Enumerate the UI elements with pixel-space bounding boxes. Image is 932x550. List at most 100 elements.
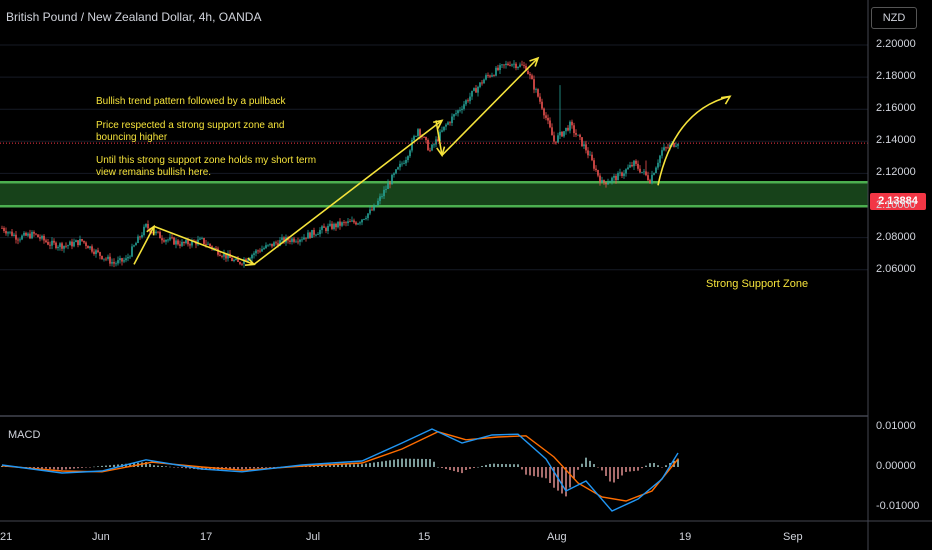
macd-histogram-bar [333,464,335,467]
candle-body [259,250,261,252]
candle-body [329,223,331,226]
candle-body [243,259,245,264]
candle-body [431,144,433,151]
candle-body [659,155,661,163]
candle-body [317,234,319,235]
candle-body [561,131,563,137]
candle-body [463,104,465,109]
candle-body [235,258,237,260]
candle-body [257,250,259,252]
candle-body [645,171,647,176]
macd-histogram-bar [545,467,547,479]
macd-histogram-bar [605,467,607,476]
macd-histogram-bar [437,467,439,468]
candle-body [277,243,279,246]
candle-body [529,74,531,76]
chart-title: British Pound / New Zealand Dollar, 4h, … [6,10,262,24]
candle-body [343,222,345,224]
macd-histogram-bar [645,465,647,467]
macd-histogram-bar [173,467,175,468]
macd-histogram-bar [337,464,339,467]
candle-body [585,144,587,151]
currency-badge[interactable]: NZD [871,7,917,29]
candle-body [79,239,81,246]
macd-histogram-bar [57,467,59,470]
macd-histogram-bar [365,463,367,467]
candle-body [351,220,353,222]
candle-body [507,63,509,65]
candle-body [435,139,437,145]
candle-body [123,260,125,262]
candle-body [617,173,619,181]
candle-body [15,234,17,240]
macd-histogram-bar [593,464,595,467]
candle-body [97,250,99,253]
macd-histogram-bar [205,467,207,470]
candle-body [127,257,129,259]
candle-body [643,171,645,173]
candle-body [273,242,275,247]
macd-histogram-bar [353,464,355,467]
candle-body [113,262,115,264]
macd-histogram-bar [401,458,403,467]
candle-body [133,245,135,247]
candle-body [319,229,321,235]
macd-histogram-bar [393,459,395,467]
candle-body [441,130,443,132]
candle-body [427,140,429,151]
candle-body [615,175,617,181]
time-tick-label: 15 [418,531,431,543]
candle-body [613,175,615,178]
time-tick-label: Jun [92,531,110,543]
candle-body [19,239,21,241]
candle-body [323,226,325,228]
macd-histogram-bar [489,463,491,467]
candle-body [147,223,149,229]
candle-body [157,231,159,233]
candle-body [475,88,477,93]
macd-histogram-bar [265,467,267,468]
candle-body [481,82,483,84]
price-tick-label: 2.08000 [876,230,916,243]
candle-body [217,248,219,255]
macd-histogram-bar [429,459,431,467]
candle-body [375,205,377,207]
candle-body [677,144,679,146]
candle-body [27,233,29,236]
macd-histogram-bar [481,465,483,467]
candle-body [657,162,659,168]
candle-body [521,64,523,66]
candle-body [649,180,651,184]
price-tick-label: 2.12000 [876,166,916,179]
candle-body [3,228,5,232]
annotation-line-3: Until this strong support zone holds my … [96,155,317,178]
macd-histogram-bar [565,467,567,497]
candle-body [635,160,637,164]
macd-histogram-bar [485,464,487,467]
candle-body [547,117,549,121]
candle-body [199,238,201,240]
macd-histogram-bar [641,467,643,469]
candle-body [335,223,337,228]
candle-body [379,196,381,201]
trend-leg-up-3 [441,57,539,156]
candle-body [47,241,49,245]
macd-histogram-bar [413,458,415,467]
macd-histogram-bar [241,467,243,470]
macd-histogram-bar [541,467,543,478]
candle-body [85,242,87,246]
candle-body [665,147,667,149]
candle-body [641,171,643,173]
macd-histogram-bar [661,467,663,468]
candle-body [203,238,205,244]
macd-histogram-bar [49,467,51,470]
candle-body [611,177,613,182]
candle-body [591,154,593,161]
candle-body [345,222,347,224]
candle-body [169,237,171,240]
candle-body [63,245,65,249]
candle-body [403,163,405,165]
candle-body [219,254,221,256]
candle-body [549,120,551,128]
